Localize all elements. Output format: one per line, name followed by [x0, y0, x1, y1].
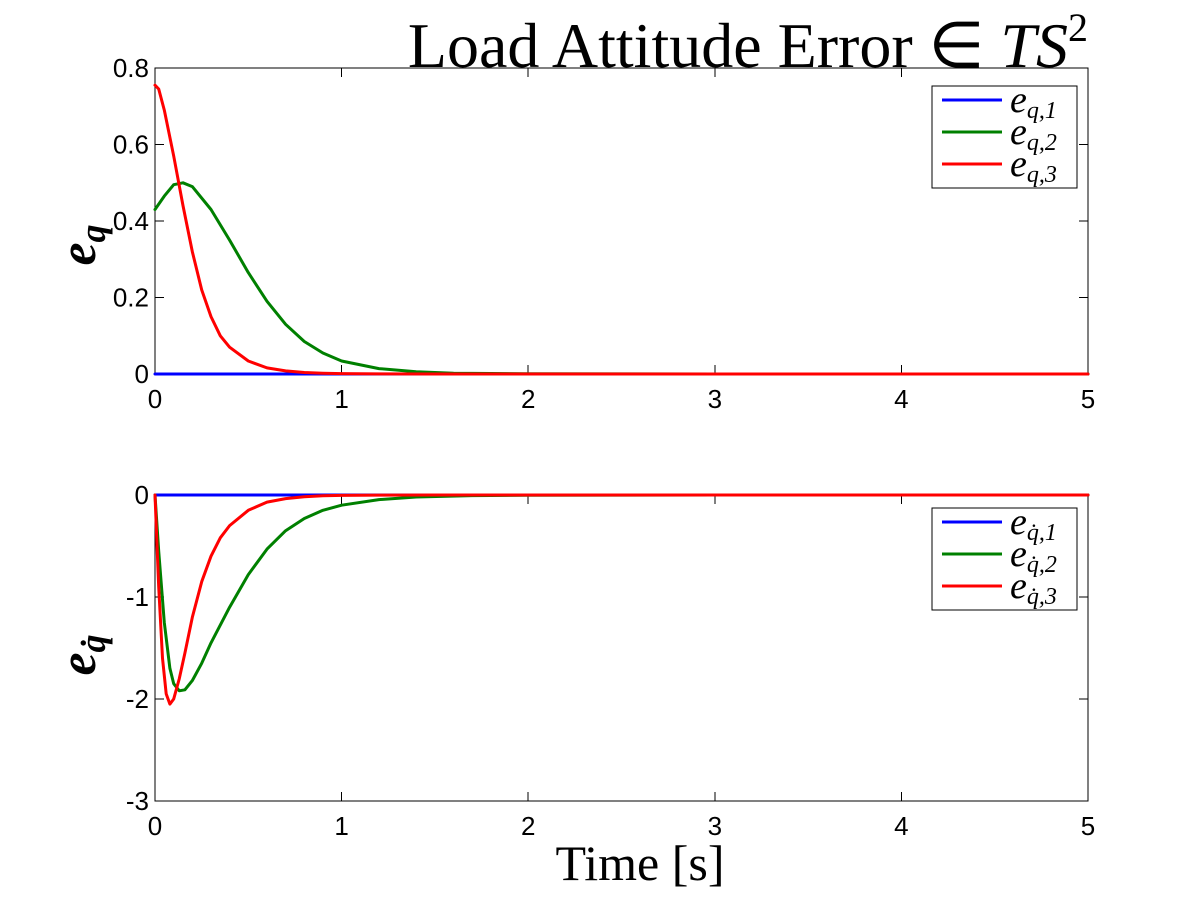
y-tick-label: -2	[126, 684, 149, 714]
y-tick-label: 0.4	[113, 206, 149, 236]
x-tick-label: 0	[148, 384, 162, 414]
ylabel-top-sub: q	[73, 224, 113, 242]
ticks-bottom: 0 1 2 3 4 5 -3 -2 -1 0	[126, 480, 1095, 841]
x-tick-label: 2	[521, 811, 535, 841]
series-lines-top	[153, 83, 1090, 376]
figure-title-var: TS	[1000, 10, 1068, 81]
x-tick-label: 1	[334, 811, 348, 841]
ylabel-top-base: e	[50, 242, 107, 265]
y-tick-label: 0	[135, 480, 149, 510]
legend-label-1: eq̇,1	[1010, 501, 1057, 546]
x-tick-label: 5	[1081, 384, 1095, 414]
series-lines-bottom	[153, 493, 1090, 706]
x-tick-label: 5	[1081, 811, 1095, 841]
x-tick-label: 4	[894, 811, 908, 841]
subplot-eqdot: 0 1 2 3 4 5 -3 -2 -1 0 eq̇ eq̇,1eq̇,2eq̇,3	[50, 480, 1095, 841]
subplot-eq: 0 1 2 3 4 5 0 0.2 0.4 0.6 0.8 eq eq,1eq,2eq,3	[50, 53, 1095, 414]
ylabel-top: eq	[50, 224, 113, 265]
figure-title: Load Attitude Error ∈ TS2	[408, 5, 1088, 81]
ylabel-bottom-base: e	[50, 652, 107, 675]
x-tick-label: 3	[708, 384, 722, 414]
legend-label-2: eq,2	[1010, 111, 1057, 156]
figure-title-main: Load Attitude Error ∈	[408, 10, 1001, 81]
x-axis-label: Time [s]	[555, 835, 724, 891]
legend-label-3: eq̇,3	[1010, 565, 1057, 610]
x-tick-label: 0	[148, 811, 162, 841]
x-tick-label: 1	[334, 384, 348, 414]
legend-label-2: eq̇,2	[1010, 533, 1057, 578]
legend-top: eq,1eq,2eq,3	[931, 79, 1078, 189]
figure-title-sup: 2	[1068, 5, 1088, 50]
x-tick-label: 2	[521, 384, 535, 414]
x-tick-label: 3	[708, 811, 722, 841]
y-tick-label: -1	[126, 582, 149, 612]
y-tick-label: 0.6	[113, 130, 149, 160]
series-line-3	[153, 83, 1090, 376]
ylabel-bottom-sub: q̇	[73, 634, 113, 652]
y-tick-label: 0.8	[113, 53, 149, 83]
legend-box	[931, 85, 1078, 189]
legend-box	[931, 507, 1078, 611]
legend-label-1: eq,1	[1010, 79, 1057, 124]
y-tick-label: 0.2	[113, 283, 149, 313]
legend-label-3: eq,3	[1010, 143, 1057, 188]
y-tick-label: 0	[135, 359, 149, 389]
y-tick-label: -3	[126, 786, 149, 816]
legend-bottom: eq̇,1eq̇,2eq̇,3	[931, 501, 1078, 611]
series-line-3	[153, 493, 1090, 706]
x-tick-label: 4	[894, 384, 908, 414]
ylabel-bottom: eq̇	[50, 634, 113, 675]
